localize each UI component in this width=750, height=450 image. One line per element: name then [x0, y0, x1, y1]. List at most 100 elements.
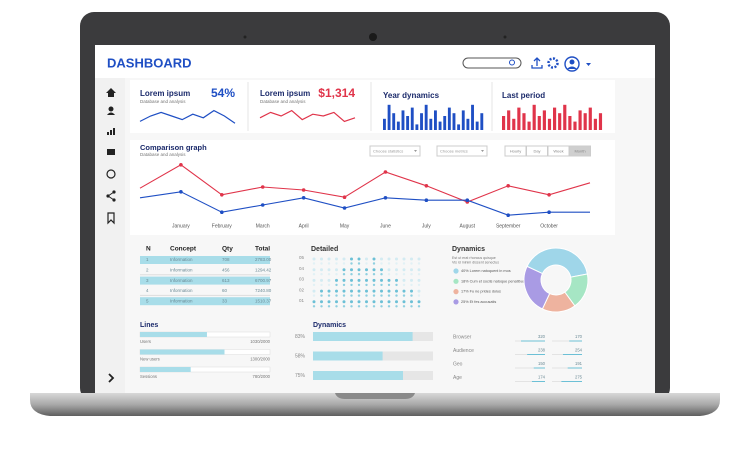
- bar: [532, 104, 536, 130]
- point: [547, 210, 551, 214]
- dot: [350, 278, 353, 282]
- table-cell: 1294.42: [255, 267, 272, 272]
- search-box[interactable]: [462, 57, 522, 69]
- progress-label: 1300/2000: [250, 357, 270, 362]
- dot: [402, 262, 406, 265]
- dot: [327, 262, 331, 265]
- dot: [320, 268, 323, 272]
- bar-label: 58%: [295, 353, 306, 359]
- table-cell: 3: [146, 278, 149, 283]
- dot: [417, 273, 421, 276]
- dot: [342, 300, 346, 304]
- dot: [365, 257, 368, 261]
- bar: [502, 116, 506, 130]
- bookmark-icon[interactable]: [107, 212, 115, 225]
- upload-icon[interactable]: [531, 57, 543, 69]
- point: [424, 198, 429, 202]
- dot: [417, 262, 421, 265]
- dot: [380, 300, 383, 304]
- dot: [327, 268, 331, 272]
- dot: [365, 278, 368, 282]
- dropdown[interactable]: [436, 145, 488, 157]
- dot: [402, 300, 406, 304]
- bar: [593, 118, 597, 130]
- dot: [335, 294, 338, 297]
- settings-icon[interactable]: [547, 57, 559, 69]
- dot: [327, 278, 331, 282]
- dot: [350, 273, 353, 276]
- stat-value: 238: [538, 348, 546, 353]
- dot: [372, 289, 376, 293]
- dot: [395, 305, 398, 308]
- dot: [410, 262, 413, 265]
- dot: [387, 257, 391, 261]
- point: [220, 210, 224, 214]
- dot: [350, 283, 353, 287]
- stat-value: 174: [538, 375, 546, 380]
- dot: [357, 300, 361, 304]
- bar: [568, 116, 572, 130]
- clock-icon[interactable]: [106, 169, 116, 179]
- legend-dot: [453, 299, 459, 305]
- search-icon[interactable]: [509, 59, 515, 66]
- table-cell: Information: [170, 298, 193, 303]
- menu-caret[interactable]: [586, 63, 591, 66]
- stat-value: 191: [575, 361, 583, 366]
- dot: [417, 294, 421, 297]
- bar: [553, 107, 557, 130]
- stats-icon[interactable]: [107, 128, 115, 135]
- x-tick-label: February: [212, 223, 233, 229]
- sensor: [503, 35, 507, 39]
- dot: [327, 289, 331, 293]
- note: Est ut erat rhoncus quisque: [452, 256, 496, 260]
- table-cell: 708: [222, 257, 230, 262]
- dot: [335, 262, 338, 265]
- legend-dot: [453, 268, 459, 274]
- dot: [350, 268, 353, 272]
- user-icon[interactable]: [108, 106, 114, 112]
- dot: [365, 300, 368, 304]
- bar: [527, 121, 531, 130]
- dot: [387, 278, 391, 282]
- donut-slice: [526, 247, 589, 278]
- card-subtitle: Database and analysis: [140, 99, 186, 104]
- point: [506, 213, 510, 217]
- dot: [365, 268, 368, 272]
- bar: [542, 110, 546, 130]
- table-cell: 33: [222, 298, 228, 303]
- expand-icon[interactable]: [108, 373, 115, 383]
- dot: [320, 262, 323, 265]
- dropdown[interactable]: [369, 145, 421, 157]
- bar: [313, 351, 383, 361]
- card-title: Year dynamics: [383, 91, 440, 100]
- x-tick-label: July: [422, 223, 431, 229]
- bar: [598, 113, 603, 130]
- home-icon[interactable]: [106, 88, 116, 97]
- row-label: 03: [299, 277, 305, 282]
- dot: [410, 305, 413, 308]
- row-highlight: [140, 256, 270, 264]
- bar: [452, 113, 456, 130]
- bar: [583, 113, 587, 130]
- sidebar-icons: [106, 88, 116, 383]
- dot: [380, 273, 383, 276]
- bar: [406, 116, 410, 130]
- legend-label: 17% Fu ne prides dolus: [461, 290, 501, 294]
- x-tick-label: January: [172, 223, 190, 229]
- tab[interactable]: [569, 145, 591, 157]
- message-icon[interactable]: [107, 149, 115, 155]
- bar: [396, 121, 400, 130]
- stat-name: Browser: [453, 334, 472, 340]
- dot: [410, 289, 413, 293]
- avatar[interactable]: [564, 56, 580, 72]
- bar: [563, 104, 567, 130]
- tab-label: Hourly: [510, 149, 522, 154]
- x-tick-label: June: [380, 223, 391, 229]
- legend-dot: [453, 289, 459, 295]
- bar: [313, 371, 403, 380]
- dot: [342, 278, 346, 282]
- bar: [420, 113, 423, 130]
- table-cell: 2783.00: [255, 257, 272, 262]
- bar: [471, 104, 474, 130]
- dot: [387, 262, 391, 265]
